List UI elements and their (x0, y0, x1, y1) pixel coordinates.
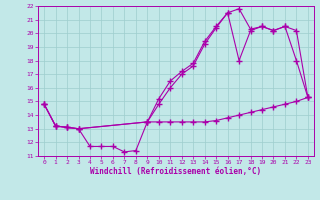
X-axis label: Windchill (Refroidissement éolien,°C): Windchill (Refroidissement éolien,°C) (91, 167, 261, 176)
